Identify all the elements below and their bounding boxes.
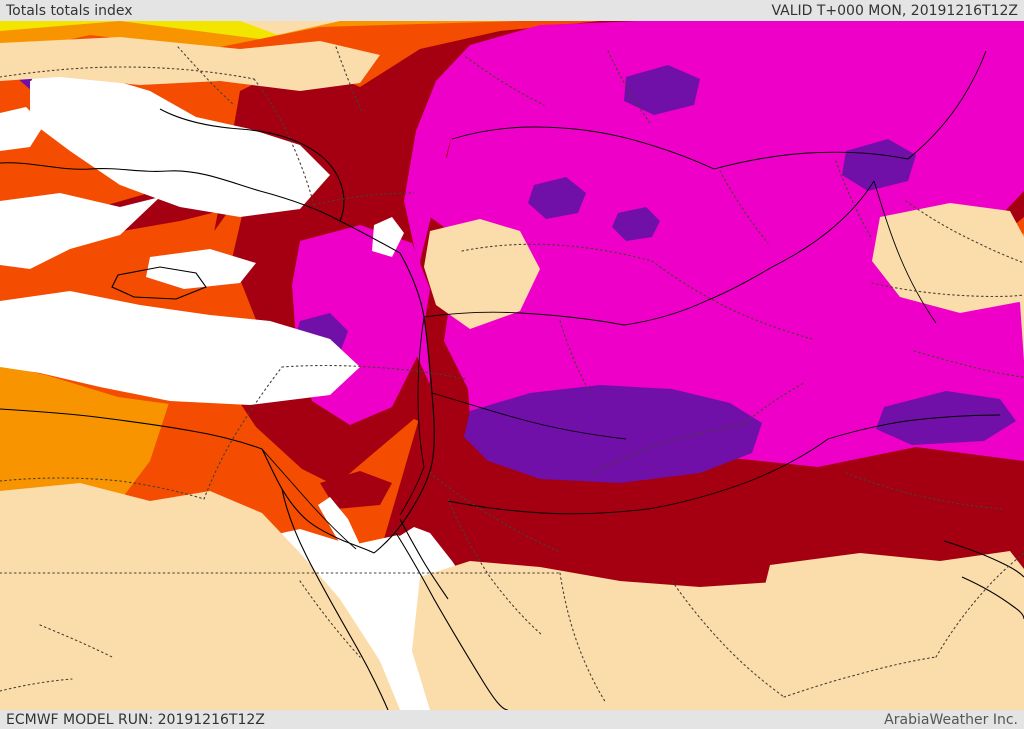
international-borders-solid <box>261 50 1001 550</box>
page-title: Totals totals index <box>6 2 133 19</box>
coastlines <box>0 108 1024 710</box>
model-run-label: ECMWF MODEL RUN: 20191216T12Z <box>6 711 265 728</box>
footer-bar: ECMWF MODEL RUN: 20191216T12Z ArabiaWeat… <box>0 710 1024 729</box>
brand-watermark: ArabiaWeather Inc. <box>884 711 1018 728</box>
map-canvas[interactable] <box>0 21 1024 710</box>
contour-band-purple <box>16 53 1016 483</box>
header-bar: Totals totals index VALID T+000 MON, 201… <box>0 0 1024 21</box>
valid-time-label: VALID T+000 MON, 20191216T12Z <box>771 2 1018 19</box>
map-render <box>0 21 1024 710</box>
internal-borders-dotted <box>0 46 1024 704</box>
